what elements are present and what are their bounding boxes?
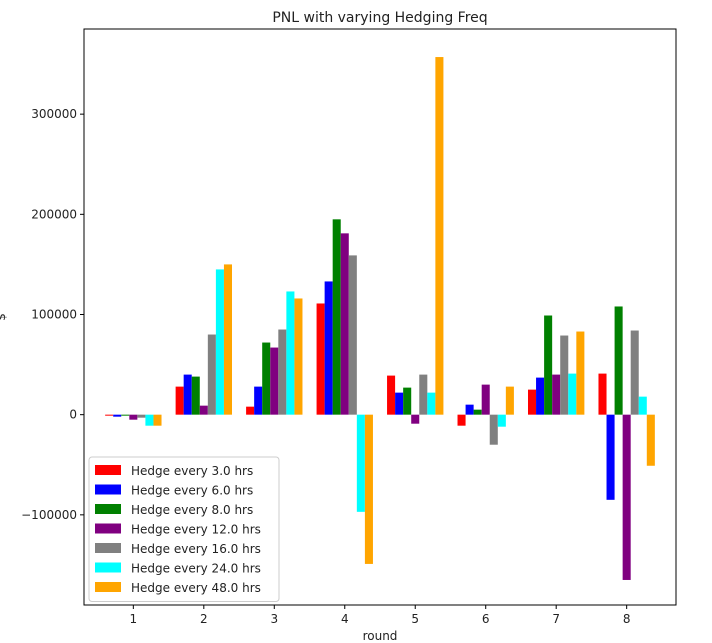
bar [175,386,184,415]
bar [622,414,631,580]
legend-swatch [95,504,121,514]
bar [286,291,295,415]
bar [403,387,412,415]
chart-title: PNL with varying Hedging Freq [272,10,487,26]
bar [411,414,420,424]
bar [145,414,154,426]
legend-entry: Hedge every 48.0 hrs [131,581,261,595]
bar [364,414,373,564]
x-tick-label: 7 [552,612,560,626]
bar [348,255,357,415]
bar [332,219,341,415]
x-axis-label: round [363,629,398,643]
legend-box [88,456,280,602]
bar [215,269,224,415]
bar [638,396,647,415]
legend-entry: Hedge every 6.0 hrs [131,484,253,498]
legend-swatch [95,465,121,475]
bar [395,392,404,415]
bar [473,409,482,415]
bar [489,414,498,445]
bar [191,376,200,415]
bar [630,330,639,415]
bar [536,377,545,415]
bar [505,386,514,415]
ticks-layer: 1 2 3 4 5 6 7 8 −100000 0 100000 200000 300000 [21,107,630,626]
bar [435,57,444,415]
bar [105,414,114,416]
bar [457,414,466,426]
bar [207,334,216,415]
x-tick-label: 4 [341,612,349,626]
bar [183,374,192,415]
bar [153,414,162,426]
bar [552,374,561,415]
plot-frame [83,28,677,606]
bar [316,303,325,415]
bar [544,315,553,415]
x-tick-label: 1 [130,612,138,626]
bar [387,375,396,415]
bar [481,384,490,415]
bar [497,414,506,427]
x-tick-label: 2 [200,612,208,626]
legend-swatch [95,562,121,573]
bar [427,392,436,415]
bar [419,374,428,415]
y-tick-label: −100000 [21,508,77,522]
bar [560,335,569,415]
legend-swatch [95,523,121,534]
bar [129,414,138,420]
bar [614,306,623,415]
bar [340,233,349,415]
bar [254,386,263,415]
bar [137,414,146,418]
bar [199,405,208,415]
y-tick-label: 200000 [31,207,77,221]
y-tick-label: 100000 [31,307,77,321]
legend-entry: Hedge every 8.0 hrs [131,503,253,517]
bar [223,264,232,415]
bar [356,414,365,512]
bar [576,331,585,415]
bar [113,414,122,417]
legend-swatch [95,484,121,495]
bar [606,414,615,500]
legend-swatch [95,543,121,553]
bar [324,281,333,415]
bar [121,414,130,416]
legend-entry: Hedge every 24.0 hrs [131,562,261,576]
legend-entry: Hedge every 12.0 hrs [131,523,261,537]
y-axis-label: $ [0,313,8,321]
y-tick-label: 0 [69,408,77,422]
x-tick-label: 6 [482,612,490,626]
x-tick-label: 8 [623,612,631,626]
bar [598,373,607,415]
legend-swatch [95,582,121,592]
bars-layer [105,57,655,580]
x-tick-label: 5 [411,612,419,626]
legend: Hedge every 3.0 hrs Hedge every 6.0 hrs He… [88,456,280,602]
bar [270,347,279,415]
y-tick-label: 300000 [31,107,77,121]
bar [278,329,287,415]
bar [646,414,655,466]
bar [568,373,577,415]
legend-entry: Hedge every 16.0 hrs [131,542,261,556]
bar [262,342,271,415]
legend-entry: Hedge every 3.0 hrs [131,464,253,478]
x-tick-label: 3 [270,612,278,626]
bar [528,389,537,415]
bar [294,298,303,415]
bar [465,404,474,415]
bar [246,406,255,415]
